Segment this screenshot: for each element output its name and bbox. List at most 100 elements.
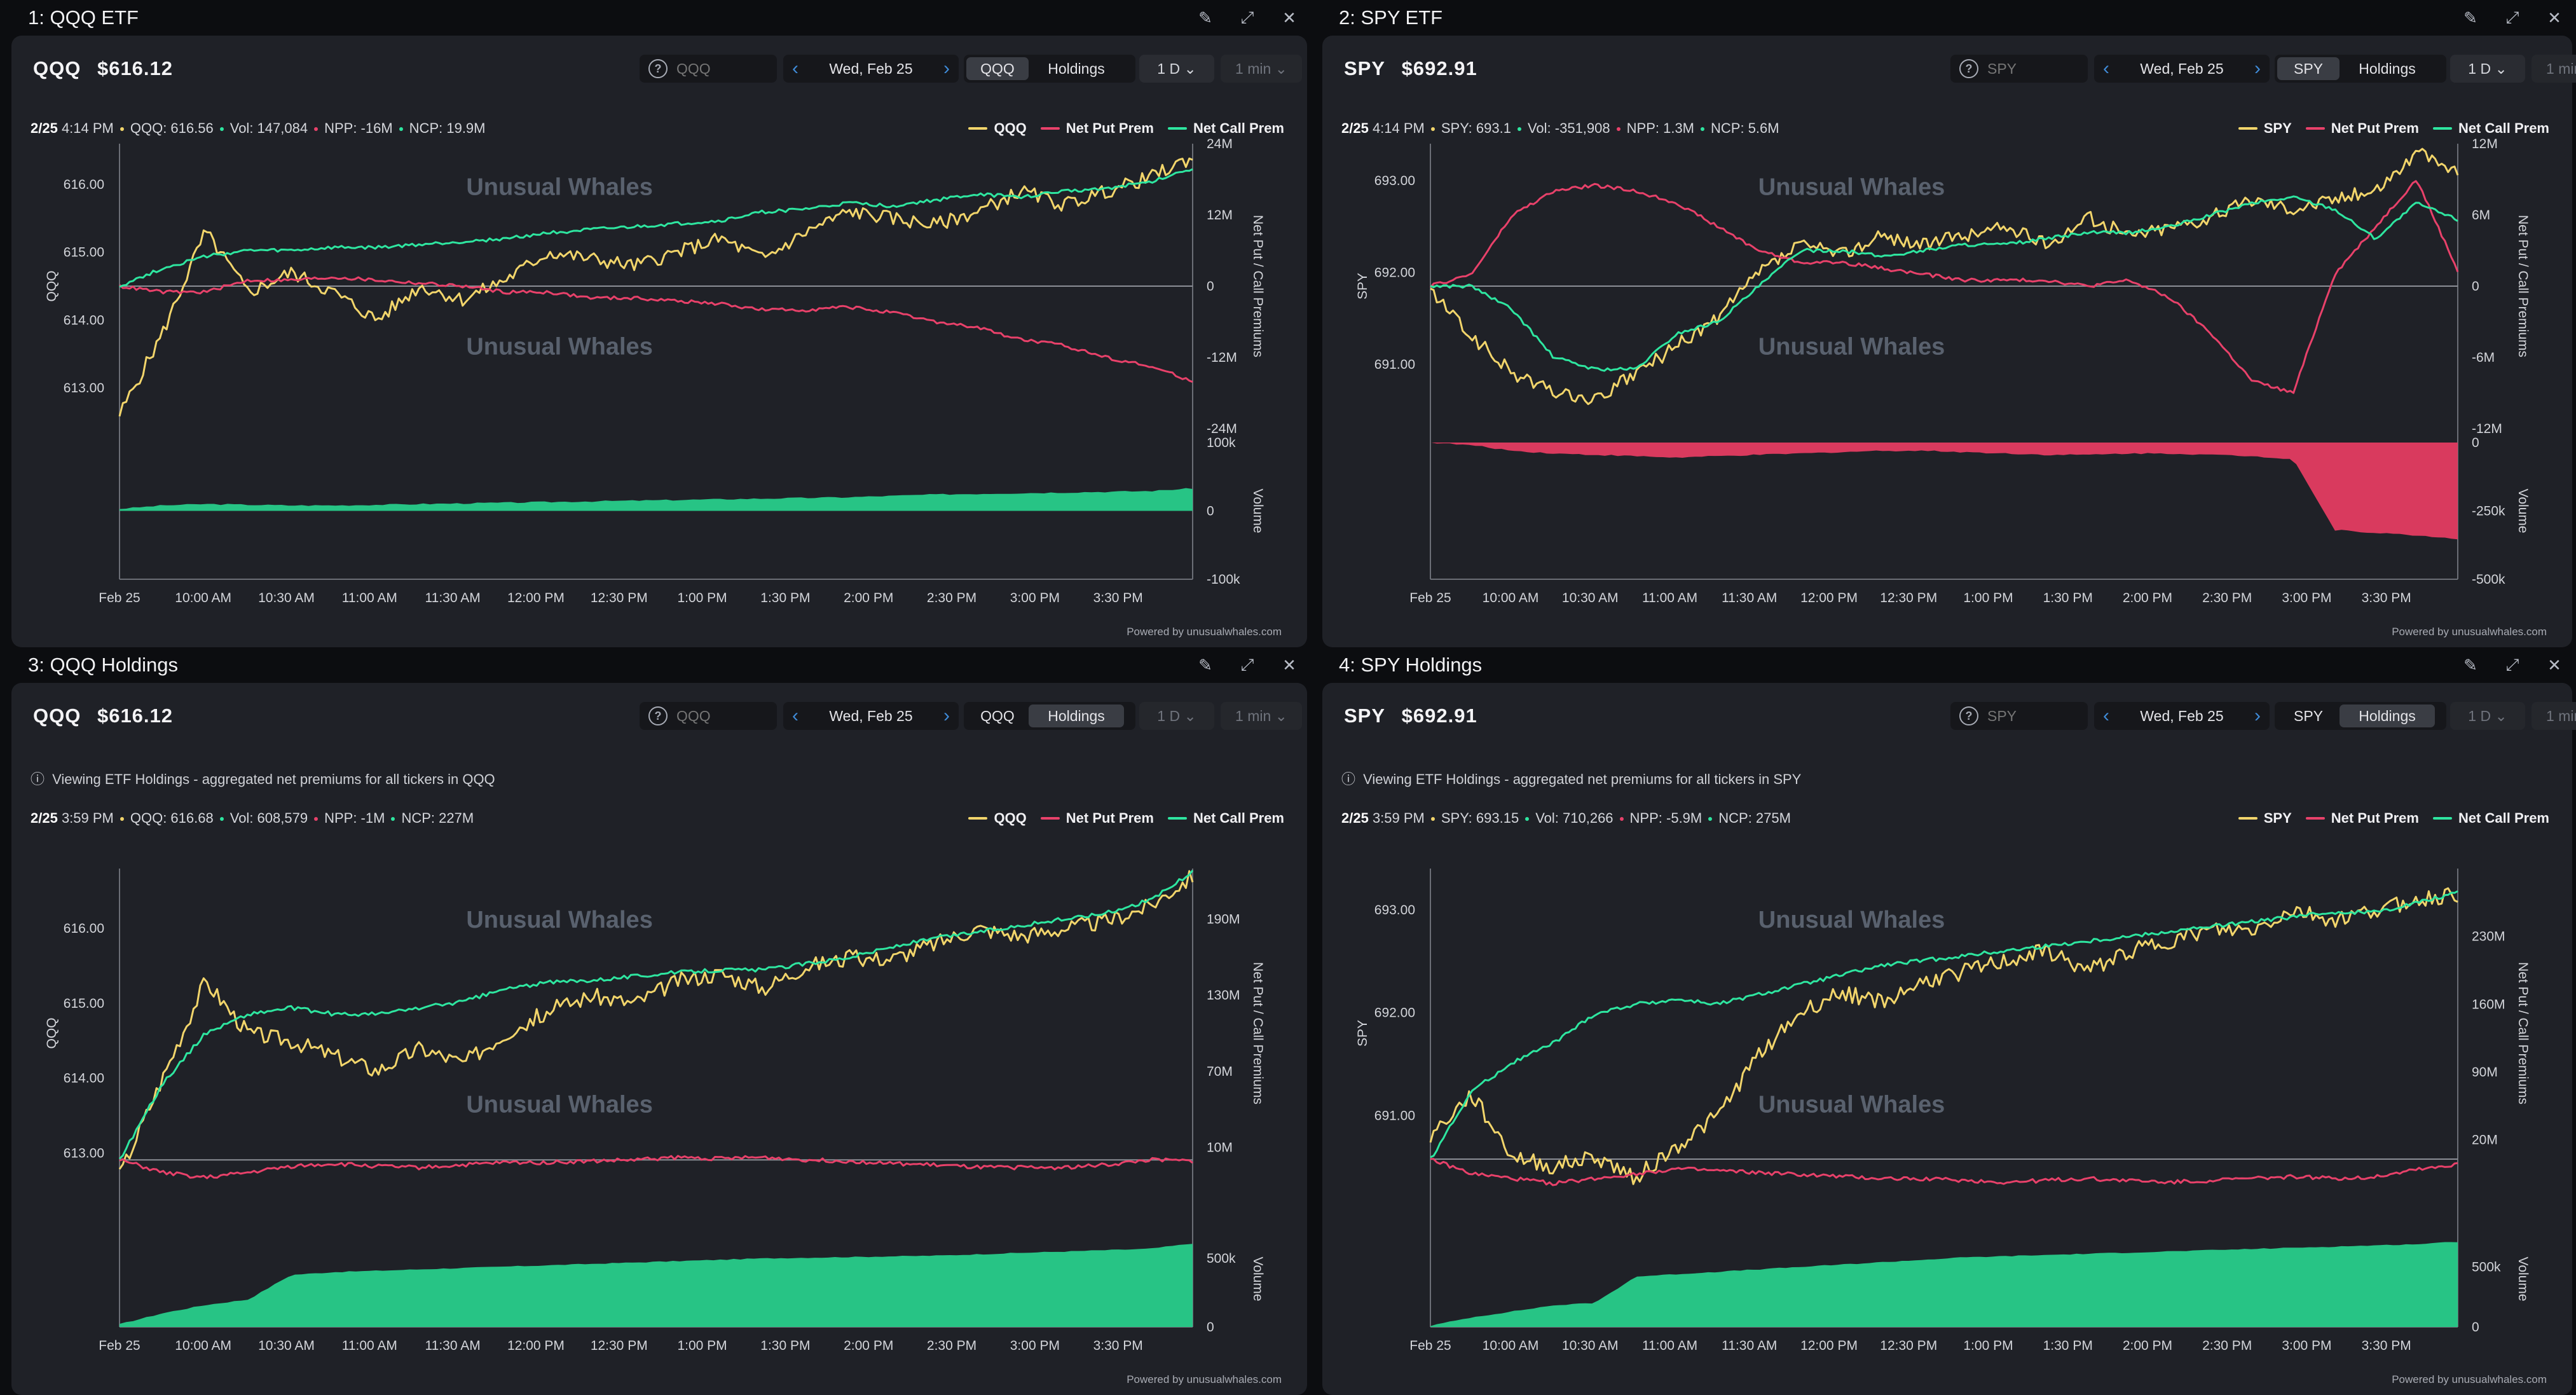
legend-item[interactable]: Net Put Prem [2305, 810, 2419, 827]
x-tick: 2:30 PM [2202, 591, 2252, 605]
next-date-icon[interactable]: › [943, 58, 950, 79]
expand-icon[interactable]: ⤢ [2505, 8, 2519, 27]
y-right-tick: 20M [2472, 1133, 2498, 1148]
legend-item[interactable]: Net Call Prem [2432, 120, 2549, 137]
close-icon[interactable]: ✕ [2547, 8, 2561, 27]
summary-date: 2/25 [1341, 120, 1373, 136]
powered-by: Powered by unusualwhales.com [1127, 1373, 1282, 1385]
prev-date-icon[interactable]: ‹ [792, 58, 798, 79]
legend-item[interactable]: Net Put Prem [1040, 810, 1154, 827]
tab-holdings[interactable]: Holdings [1029, 704, 1124, 727]
y-left-tick: 691.00 [1374, 357, 1415, 372]
ticker-symbol: SPY [1344, 704, 1386, 727]
chart-svg[interactable]: Unusual Whales Unusual Whales 616.00 615.00… [11, 683, 1307, 1395]
expand-icon[interactable]: ⤢ [2505, 655, 2519, 674]
expand-icon[interactable]: ⤢ [1240, 655, 1254, 674]
close-icon[interactable]: ✕ [2547, 655, 2561, 675]
range-select[interactable]: 1 D ⌄ [2450, 702, 2525, 730]
crosshair-summary: 2/25 3:59 PM QQQ: 616.68 Vol: 608,579 NPP: … [31, 810, 474, 827]
range-select[interactable]: 1 D ⌄ [1139, 702, 1214, 730]
x-tick: 11:00 AM [1642, 591, 1697, 605]
x-tick: 3:00 PM [2282, 591, 2331, 605]
tab-holdings[interactable]: Holdings [1048, 60, 1105, 77]
legend-item[interactable]: QQQ [968, 810, 1027, 827]
range-select[interactable]: 1 D ⌄ [2450, 55, 2525, 83]
y-right-tick: 90M [2472, 1065, 2498, 1080]
date-label[interactable]: Wed, Feb 25 [2140, 60, 2224, 77]
prev-date-icon[interactable]: ‹ [792, 705, 798, 726]
search-input[interactable] [1987, 707, 2070, 725]
search-input[interactable] [676, 60, 759, 78]
summary-dot [391, 817, 395, 821]
summary-value: NCP: 227M [401, 810, 474, 826]
view-toggle: SPY Holdings [2275, 702, 2446, 730]
date-label[interactable]: Wed, Feb 25 [2140, 707, 2224, 724]
panel-controls: ✎ ⤢ ✕ [1191, 654, 1303, 677]
prev-date-icon[interactable]: ‹ [2103, 58, 2109, 79]
date-navigator: ‹ Wed, Feb 25 › [2094, 702, 2270, 730]
ticker-search[interactable]: ? [1950, 55, 2088, 83]
next-date-icon[interactable]: › [2254, 705, 2261, 726]
legend-swatch [1040, 127, 1060, 130]
next-date-icon[interactable]: › [2254, 58, 2261, 79]
x-tick: Feb 25 [99, 1338, 140, 1353]
summary-dot [219, 127, 224, 131]
edit-icon[interactable]: ✎ [1198, 655, 1212, 675]
watermark: Unusual Whales [1758, 174, 1945, 201]
interval-select[interactable]: 1 min ⌄ [2531, 702, 2576, 730]
legend-item[interactable]: SPY [2238, 120, 2292, 137]
chart-svg[interactable]: Unusual Whales Unusual Whales 693.00 692.00… [1322, 36, 2572, 647]
legend-item[interactable]: QQQ [968, 120, 1027, 137]
volume-tick: 0 [1207, 1320, 1214, 1335]
tab-ticker[interactable]: QQQ [980, 707, 1015, 724]
interval-select[interactable]: 1 min ⌄ [2531, 55, 2576, 83]
search-input[interactable] [1987, 60, 2070, 78]
legend-item[interactable]: Net Put Prem [1040, 120, 1154, 137]
x-tick: 11:00 AM [342, 591, 397, 605]
summary-dot [314, 127, 319, 131]
legend-item[interactable]: Net Call Prem [1167, 810, 1284, 827]
legend-swatch [2238, 127, 2257, 130]
next-date-icon[interactable]: › [943, 705, 950, 726]
ticker-search[interactable]: ? [1950, 702, 2088, 730]
chart-card: QQQ $616.12? ‹ Wed, Feb 25 › QQQ Holdings 1 D … [11, 683, 1307, 1395]
tab-holdings[interactable]: Holdings [2340, 704, 2435, 727]
x-tick: 1:00 PM [1963, 591, 2013, 605]
interval-select[interactable]: 1 min ⌄ [1221, 55, 1302, 83]
edit-icon[interactable]: ✎ [2463, 655, 2477, 675]
range-select[interactable]: 1 D ⌄ [1139, 55, 1214, 83]
tab-ticker[interactable]: SPY [2293, 707, 2324, 724]
summary-value: NCP: 19.9M [409, 120, 486, 136]
edit-icon[interactable]: ✎ [2463, 8, 2477, 27]
chart-svg[interactable]: Unusual Whales Unusual Whales 693.00 692.00… [1322, 683, 2572, 1395]
ticker-search[interactable]: ? [640, 702, 777, 730]
y-right-tick: -12M [2472, 422, 2502, 436]
tab-ticker[interactable]: SPY [2277, 57, 2340, 80]
chart-svg[interactable]: Unusual Whales Unusual Whales 616.00 615.00… [11, 36, 1307, 647]
date-label[interactable]: Wed, Feb 25 [829, 707, 913, 724]
summary-value: QQQ: 616.68 [130, 810, 214, 826]
legend-item[interactable]: SPY [2238, 810, 2292, 827]
legend-item[interactable]: Net Put Prem [2305, 120, 2419, 137]
close-icon[interactable]: ✕ [1282, 8, 1296, 27]
tab-holdings[interactable]: Holdings [2359, 60, 2416, 77]
y-right-tick: 10M [1207, 1140, 1233, 1155]
series-line-price [1430, 148, 2459, 406]
x-tick: 2:30 PM [927, 1338, 976, 1353]
legend-item[interactable]: Net Call Prem [1167, 120, 1284, 137]
date-label[interactable]: Wed, Feb 25 [829, 60, 913, 77]
expand-icon[interactable]: ⤢ [1240, 8, 1254, 27]
x-tick: 3:00 PM [1010, 1338, 1060, 1353]
y-right-tick: 160M [2472, 997, 2505, 1012]
interval-select[interactable]: 1 min ⌄ [1221, 702, 1302, 730]
prev-date-icon[interactable]: ‹ [2103, 705, 2109, 726]
x-tick: 3:00 PM [1010, 591, 1060, 605]
search-input[interactable] [676, 707, 759, 725]
legend-item[interactable]: Net Call Prem [2432, 810, 2549, 827]
legend-label: SPY [2263, 810, 2292, 826]
edit-icon[interactable]: ✎ [1198, 8, 1212, 27]
tab-ticker[interactable]: QQQ [966, 57, 1029, 80]
ticker-search[interactable]: ? [640, 55, 777, 83]
close-icon[interactable]: ✕ [1282, 655, 1296, 675]
series-line-net-call [119, 168, 1193, 288]
